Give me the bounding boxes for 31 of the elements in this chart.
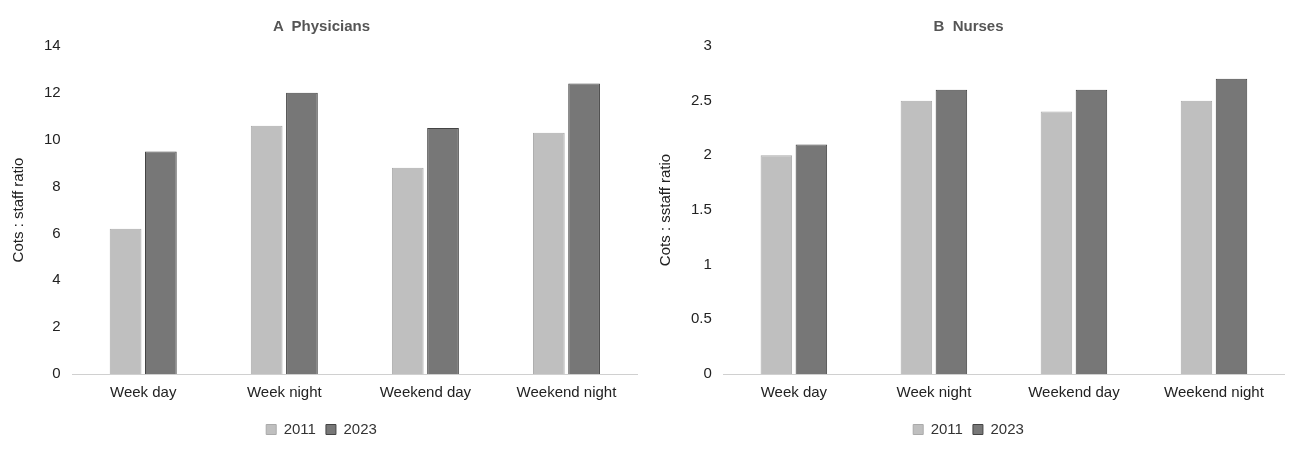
y-tick-label: 14 — [44, 36, 61, 54]
x-tick-label: Weekend day — [379, 383, 472, 401]
y-tick-label: 2.5 — [690, 90, 712, 108]
x-tick-label: Week night — [896, 383, 973, 401]
y-tick-label: 10 — [44, 129, 61, 147]
y-tick-label: 6 — [52, 223, 61, 241]
y-tick-label: 0 — [52, 364, 61, 382]
chart-title: B Nurses — [933, 17, 1004, 35]
y-tick-label: 0 — [703, 364, 712, 382]
y-axis-title: Cots : sstaff ratio — [656, 153, 674, 267]
chart-title: A Physicians — [273, 17, 370, 35]
x-tick-label: Weekend night — [516, 383, 618, 401]
y-tick-label: 0.5 — [690, 309, 712, 327]
legend-label: 2011 — [930, 419, 963, 437]
y-tick-label: 1.5 — [690, 200, 712, 218]
y-tick-label: 4 — [52, 270, 61, 288]
legend-label: 2011 — [283, 419, 316, 437]
y-tick-label: 3 — [703, 36, 712, 54]
x-tick-label: Week night — [246, 383, 323, 401]
y-tick-label: 1 — [703, 254, 712, 272]
x-tick-label: Weekend night — [1164, 383, 1265, 401]
x-tick-label: Week day — [760, 383, 828, 401]
legend-label: 2023 — [990, 419, 1024, 437]
y-axis-title: Cots : staff ratio — [9, 157, 27, 263]
legend-label: 2023 — [343, 419, 377, 437]
x-tick-label: Week day — [110, 383, 177, 401]
y-tick-label: 12 — [44, 83, 61, 100]
x-tick-label: Weekend day — [1028, 383, 1121, 401]
y-tick-label: 2 — [703, 145, 712, 163]
y-tick-label: 8 — [52, 176, 61, 194]
y-tick-label: 2 — [52, 317, 61, 335]
